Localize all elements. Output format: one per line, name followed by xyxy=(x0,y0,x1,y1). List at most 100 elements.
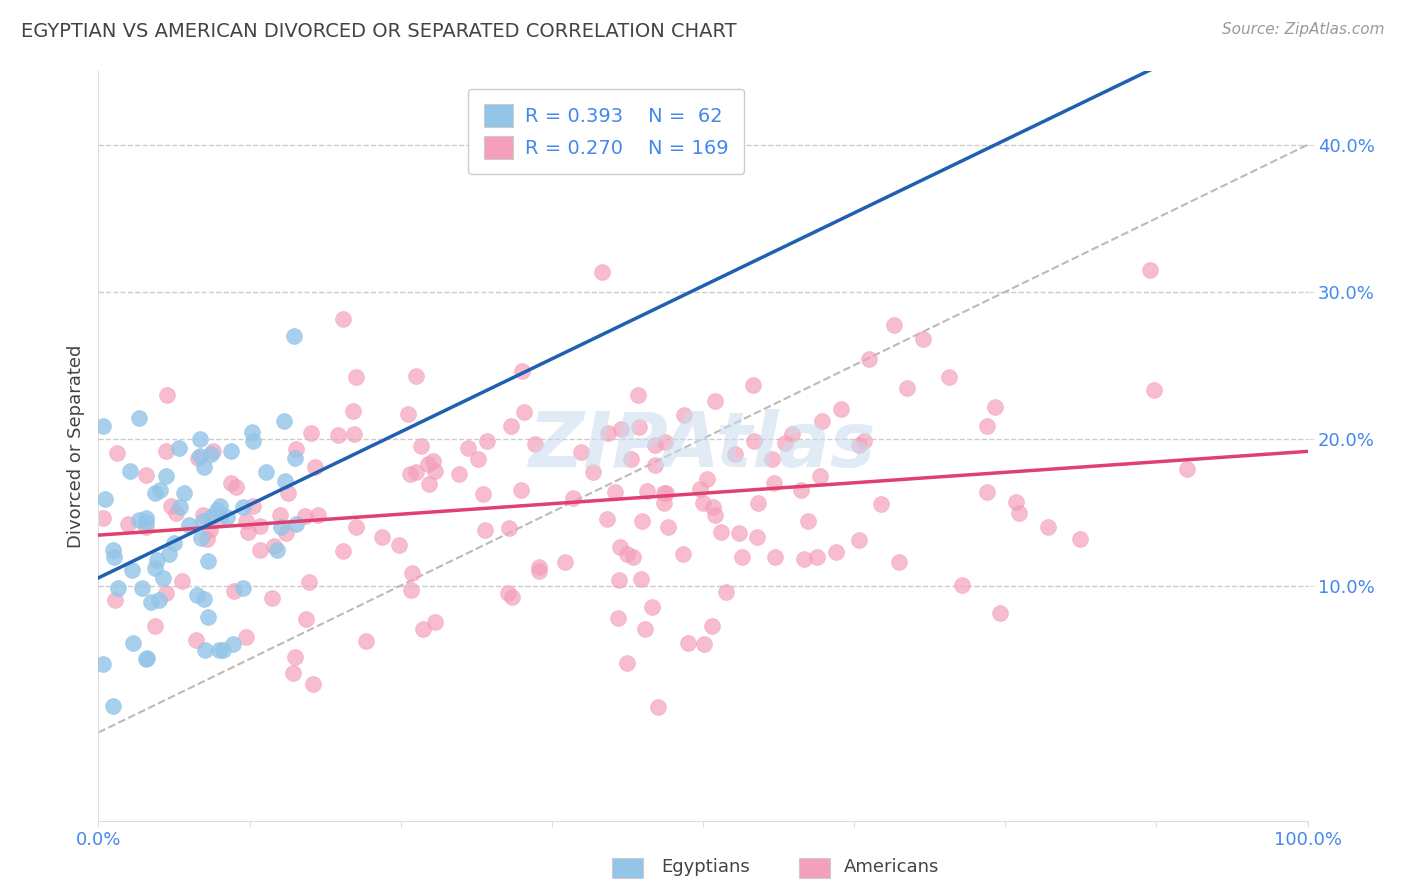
Point xyxy=(122,635,145,649)
Point xyxy=(609,540,631,554)
Point xyxy=(266,543,288,558)
Point xyxy=(208,643,231,657)
Text: Americans: Americans xyxy=(844,858,939,876)
Point xyxy=(273,414,295,428)
Point xyxy=(627,420,650,434)
Point xyxy=(302,676,325,690)
Point xyxy=(173,485,195,500)
Point xyxy=(198,523,221,537)
Point xyxy=(193,591,215,606)
Point xyxy=(191,514,214,528)
Point xyxy=(912,332,935,346)
Point xyxy=(152,571,174,585)
Point xyxy=(976,419,998,434)
Point xyxy=(763,549,786,564)
Point xyxy=(399,467,422,481)
Point xyxy=(808,469,831,483)
Text: ZIPAtlas: ZIPAtlas xyxy=(529,409,877,483)
Point xyxy=(94,492,117,507)
Point xyxy=(284,450,307,465)
Point xyxy=(135,511,157,525)
Point xyxy=(654,434,676,449)
Point xyxy=(647,699,669,714)
Point xyxy=(887,555,910,569)
Point xyxy=(103,550,125,565)
Point xyxy=(620,451,643,466)
Point xyxy=(205,503,228,517)
Point xyxy=(938,369,960,384)
Point xyxy=(616,657,638,671)
Point xyxy=(165,506,187,520)
Point xyxy=(848,438,870,452)
Point xyxy=(1008,506,1031,520)
Point xyxy=(135,516,157,530)
Point xyxy=(636,483,658,498)
Point xyxy=(263,539,285,553)
Point xyxy=(416,457,439,471)
Point xyxy=(896,381,918,395)
Point xyxy=(141,595,163,609)
Point xyxy=(104,593,127,607)
Point xyxy=(423,615,446,630)
Point xyxy=(1038,520,1060,534)
Point xyxy=(672,408,695,422)
Point xyxy=(274,474,297,488)
Point xyxy=(225,480,247,494)
Text: EGYPTIAN VS AMERICAN DIVORCED OR SEPARATED CORRELATION CHART: EGYPTIAN VS AMERICAN DIVORCED OR SEPARAT… xyxy=(21,22,737,41)
Point xyxy=(657,519,679,533)
Point xyxy=(107,582,129,596)
Point xyxy=(501,590,523,604)
Point xyxy=(190,532,212,546)
Point xyxy=(91,511,114,525)
Point xyxy=(143,619,166,633)
Point xyxy=(298,574,321,589)
Point xyxy=(609,573,631,587)
Point xyxy=(644,458,666,473)
Point xyxy=(988,606,1011,620)
Point xyxy=(848,533,870,547)
Point xyxy=(825,545,848,559)
Point xyxy=(716,585,738,599)
Point xyxy=(411,439,433,453)
Point xyxy=(652,486,675,500)
Point xyxy=(727,526,749,541)
Point xyxy=(692,637,714,651)
Point xyxy=(474,523,496,537)
Point xyxy=(513,405,536,419)
Point xyxy=(702,618,724,632)
Point xyxy=(128,513,150,527)
Point xyxy=(388,539,411,553)
Point xyxy=(704,508,727,522)
Point xyxy=(219,476,242,491)
Point xyxy=(169,500,191,515)
Point xyxy=(596,511,619,525)
Point xyxy=(405,465,427,479)
Point xyxy=(1069,532,1091,546)
Point xyxy=(344,370,367,384)
Point xyxy=(249,519,271,533)
Point xyxy=(425,464,447,478)
Point xyxy=(610,421,633,435)
Point xyxy=(569,445,592,459)
Point xyxy=(471,487,494,501)
Point xyxy=(342,404,364,418)
Point xyxy=(591,265,613,279)
Point xyxy=(354,633,377,648)
Point xyxy=(627,387,650,401)
Point xyxy=(295,611,318,625)
Point xyxy=(477,434,499,448)
Point xyxy=(976,485,998,500)
Point xyxy=(135,651,157,665)
Point xyxy=(240,425,263,440)
Point xyxy=(184,633,207,648)
Point xyxy=(157,548,180,562)
Point xyxy=(724,447,747,461)
Point xyxy=(249,543,271,558)
Point xyxy=(603,485,626,500)
Point xyxy=(689,482,711,496)
Point xyxy=(655,486,678,500)
Point xyxy=(332,543,354,558)
Point xyxy=(224,584,246,599)
Point xyxy=(242,499,264,513)
Point xyxy=(299,426,322,441)
